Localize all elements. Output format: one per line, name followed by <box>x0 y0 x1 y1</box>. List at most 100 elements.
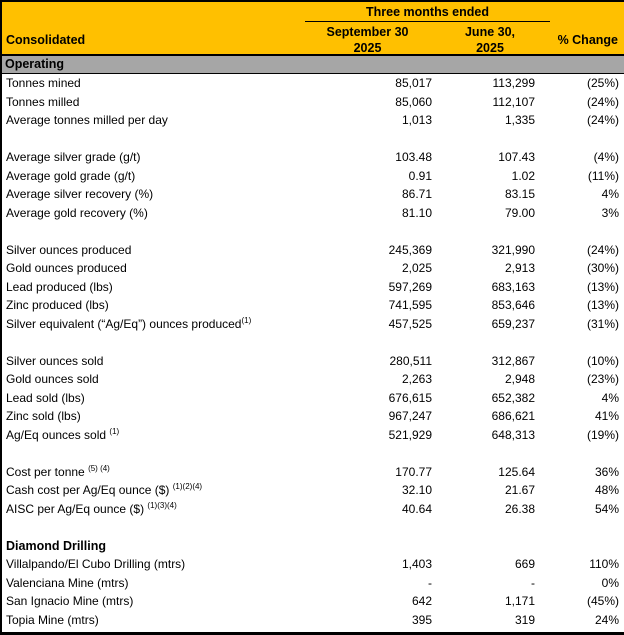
row-label: Lead produced (lbs) <box>6 279 113 294</box>
value-sep30 <box>312 518 435 537</box>
value-percent-change: (13%) <box>586 298 619 312</box>
value-sep30: 676,615 <box>388 390 432 405</box>
value-sep30: 1,403 <box>401 557 432 571</box>
table-row: Cost per tonne (5) (4) 170.77 125.64 36% <box>2 463 624 482</box>
table-row: Tonnes mined 85,017 113,299 (25%) <box>2 74 624 93</box>
footnote-reference: (1)(2)(4) <box>172 482 203 491</box>
spacer-row <box>2 333 624 352</box>
row-label: Valenciana Mine (mtrs) <box>6 575 129 590</box>
table-row: San Ignacio Mine (mtrs) 642 1,171 (45%) <box>2 592 624 611</box>
value-sep30: 280,511 <box>389 353 433 368</box>
value-jun30: 2,913 <box>504 261 535 275</box>
table-row: Average gold grade (g/t) 0.91 1.02 (11%) <box>2 167 624 186</box>
value-percent-change: (13%) <box>586 279 619 294</box>
value-percent-change: (24%) <box>586 242 619 257</box>
value-sep30: 1,013 <box>401 113 432 127</box>
value-percent-change <box>538 444 624 463</box>
value-jun30: 1,171 <box>504 594 535 608</box>
spacer-row <box>2 444 624 463</box>
row-label: Average silver grade (g/t) <box>6 150 141 164</box>
value-sep30: 597,269 <box>388 279 432 294</box>
column-headers-row: September 30 2025 June 30, 2025 % Change <box>305 22 624 56</box>
column-header-jun30-line1: June 30, <box>464 25 516 39</box>
table-row: Average tonnes milled per day 1,013 1,335 (… <box>2 111 624 130</box>
table-row: Ag/Eq ounces sold (1) 521,929 648,313 (19%) <box>2 426 624 445</box>
value-percent-change: (24%) <box>586 113 619 127</box>
value-sep30 <box>312 130 435 149</box>
value-percent-change: (10%) <box>586 353 619 368</box>
value-jun30: 652,382 <box>491 390 535 405</box>
table-row: Tonnes milled 85,060 112,107 (24%) <box>2 93 624 112</box>
value-sep30: - <box>428 575 432 590</box>
table-row: Cash cost per Ag/Eq ounce ($) (1)(2)(4) 3… <box>2 481 624 500</box>
value-percent-change: (4%) <box>593 150 619 164</box>
value-jun30: 853,646 <box>491 298 535 312</box>
row-label: Topia Mine (mtrs) <box>6 612 99 627</box>
table-row: Silver ounces sold 280,511 312,867 (10%) <box>2 352 624 371</box>
value-jun30: 659,237 <box>491 316 535 331</box>
row-label <box>2 518 312 537</box>
value-sep30: 457,525 <box>388 316 432 331</box>
row-label: Gold ounces produced <box>6 261 127 275</box>
table-row: Gold ounces produced 2,025 2,913 (30%) <box>2 259 624 278</box>
footnote-reference: (1) <box>109 426 120 436</box>
footnote-reference: (1)(3)(4) <box>147 500 177 510</box>
value-jun30 <box>435 333 538 352</box>
value-percent-change: (25%) <box>586 76 619 90</box>
row-label: Silver equivalent (“Ag/Eq”) ounces produ… <box>6 315 252 331</box>
value-jun30: 312,867 <box>491 353 535 368</box>
row-label: Zinc produced (lbs) <box>6 298 109 312</box>
value-jun30: 669 <box>514 557 535 571</box>
column-header-sep30-line2: 2025 <box>353 41 382 55</box>
row-label: Villalpando/El Cubo Drilling (mtrs) <box>6 557 186 571</box>
value-sep30: 967,247 <box>388 409 432 423</box>
value-percent-change: 3% <box>601 205 619 220</box>
value-jun30: 107.43 <box>498 150 535 164</box>
value-jun30 <box>435 130 538 149</box>
row-label: Average gold recovery (%) <box>6 205 148 220</box>
value-percent-change: 24% <box>594 612 619 627</box>
value-percent-change <box>538 518 624 537</box>
value-sep30 <box>312 333 435 352</box>
value-sep30: 2,263 <box>401 372 432 386</box>
value-percent-change: 41% <box>594 409 619 423</box>
value-percent-change: 4% <box>601 187 619 201</box>
spacer-row <box>2 130 624 149</box>
row-label: Cost per tonne (5) (4) <box>6 463 110 479</box>
table-row: Valenciana Mine (mtrs) - - 0% <box>2 574 624 593</box>
table-row: Silver ounces produced 245,369 321,990 (24%… <box>2 241 624 260</box>
row-label: Average gold grade (g/t) <box>6 168 136 183</box>
section-header-operating: Operating <box>2 56 624 74</box>
footnote-reference: (1) <box>241 315 252 325</box>
value-percent-change <box>538 222 624 241</box>
value-jun30: 83.15 <box>504 187 535 201</box>
table-row: Lead produced (lbs) 597,269 683,163 (13%) <box>2 278 624 297</box>
table-row: Villalpando/El Cubo Drilling (mtrs) 1,403… <box>2 555 624 574</box>
row-label: Zinc sold (lbs) <box>6 409 81 423</box>
row-label: Silver ounces sold <box>6 353 104 368</box>
table-body: Tonnes mined 85,017 113,299 (25%) Tonnes mil… <box>2 74 624 629</box>
table-row: Zinc produced (lbs) 741,595 853,646 (13%) <box>2 296 624 315</box>
table-row: Gold ounces sold 2,263 2,948 (23%) <box>2 370 624 389</box>
row-label-title: Consolidated <box>6 33 86 47</box>
value-sep30 <box>312 537 435 556</box>
row-label <box>2 222 312 241</box>
table-row: Zinc sold (lbs) 967,247 686,621 41% <box>2 407 624 426</box>
value-sep30: 642 <box>411 594 432 608</box>
spacer-row <box>2 518 624 537</box>
value-sep30: 741,595 <box>388 298 432 312</box>
value-sep30: 170.77 <box>395 464 432 479</box>
value-sep30: 86.71 <box>401 187 432 201</box>
row-label <box>2 333 312 352</box>
value-sep30: 40.64 <box>401 501 432 516</box>
table-row: Silver equivalent (“Ag/Eq”) ounces produ… <box>2 315 624 334</box>
value-jun30 <box>435 222 538 241</box>
row-label: Lead sold (lbs) <box>6 390 85 405</box>
value-percent-change <box>538 333 624 352</box>
row-label: Cash cost per Ag/Eq ounce ($) (1)(2)(4) <box>6 482 203 498</box>
column-header-sep30: September 30 2025 <box>305 22 430 56</box>
column-group-row: Three months ended <box>305 2 624 22</box>
value-jun30: 321,990 <box>491 242 535 257</box>
spacer-row <box>2 222 624 241</box>
value-percent-change: (11%) <box>587 168 619 183</box>
